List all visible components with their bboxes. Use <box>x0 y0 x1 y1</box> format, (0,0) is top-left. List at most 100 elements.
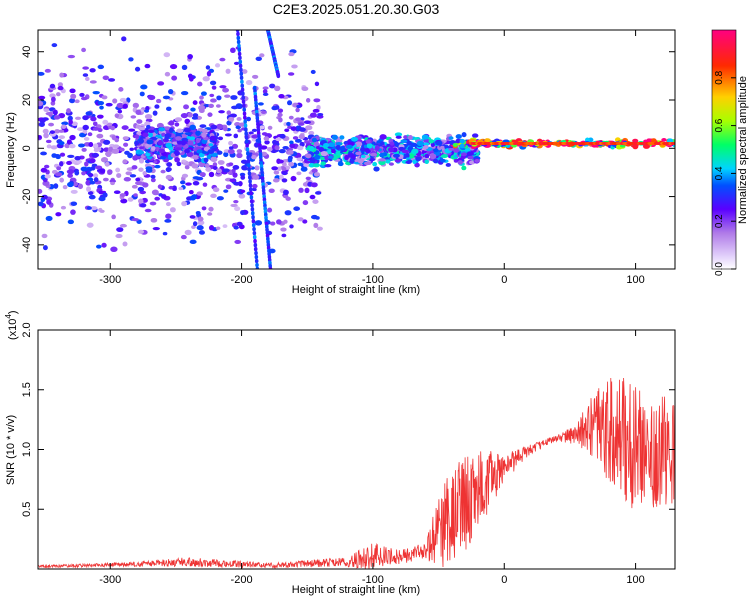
spectrogram-cell <box>210 152 218 158</box>
spectrogram-xtick-label: -100 <box>362 274 384 286</box>
spectrogram-streak-cell <box>247 175 252 180</box>
spectrogram-streak-cell <box>238 63 243 69</box>
spectrogram-streak-cell <box>240 79 244 84</box>
spectrogram-cell <box>351 154 356 160</box>
spectrogram-cell <box>161 194 167 199</box>
spectrogram-cell <box>260 110 267 115</box>
spectrogram-cell <box>394 158 401 163</box>
spectrogram-cell <box>264 140 270 145</box>
spectrogram-streak-cell <box>244 127 248 132</box>
spectrogram-cell <box>251 155 257 160</box>
spectrogram-cell <box>105 151 112 157</box>
spectrogram-cell <box>405 153 411 158</box>
spectrogram-cell <box>154 164 161 169</box>
spectrogram-cell <box>217 136 224 141</box>
spectrogram-cell <box>132 102 139 109</box>
spectrogram-cell <box>145 168 153 173</box>
snr-panel: -300 -200 -100 0 100 0.5 1.0 1.5 2.0 Height of s… <box>4 310 676 596</box>
spectrogram-cell <box>344 155 349 161</box>
spectrogram-heatmap <box>38 30 675 269</box>
spectrogram-cell <box>302 219 308 224</box>
spectrogram-cell <box>42 128 49 134</box>
spectrogram-cell <box>180 112 189 119</box>
spectrogram-cell <box>448 136 454 140</box>
spectrogram-cell <box>102 177 109 182</box>
snr-xtick-label: -300 <box>99 574 121 586</box>
spectrogram-streak-cell <box>249 191 253 196</box>
spectrogram-cell <box>43 132 49 139</box>
spectrogram-cell <box>407 134 413 140</box>
spectrogram-cell <box>62 185 68 190</box>
spectrogram-cell <box>411 148 419 154</box>
spectrogram-cell <box>140 84 148 90</box>
spectrogram-cell <box>171 75 178 81</box>
spectrogram-cell <box>146 124 151 129</box>
spectrogram-streak-cell <box>250 203 254 208</box>
spectrogram-cell <box>93 177 99 183</box>
spectrogram-cell <box>314 154 321 160</box>
spectrogram-cell <box>240 189 246 194</box>
spectrogram-cell <box>55 212 62 217</box>
spectrogram-cell <box>263 136 270 142</box>
spectrogram-cell <box>105 102 113 107</box>
spectrogram-cell <box>142 132 149 138</box>
spectrogram-cell <box>109 179 117 183</box>
spectrogram-cell <box>147 95 156 101</box>
spectrogram-cell <box>428 139 434 144</box>
spectrogram-cell <box>189 239 197 245</box>
spectrogram-streak-cell <box>250 211 255 216</box>
spectrogram-cell <box>212 165 218 171</box>
spectrogram-cell <box>142 171 147 176</box>
spectrogram-cell <box>433 158 439 164</box>
spectrogram-cell <box>406 140 412 146</box>
spectrogram-cell <box>282 145 289 150</box>
spectrogram-cell <box>54 172 63 177</box>
spectrogram-cell <box>395 135 402 139</box>
spectrogram-cell <box>287 100 293 106</box>
spectrogram-cell <box>277 112 283 118</box>
spectrogram-cell <box>228 146 234 150</box>
spectrogram-cell <box>96 114 104 119</box>
spectrogram-cell <box>147 129 155 134</box>
spectrogram-cell <box>117 109 123 114</box>
spectrogram-cell <box>304 187 310 194</box>
spectrogram-cell <box>360 154 366 159</box>
spectrogram-cell <box>246 116 252 122</box>
spectrogram-cell <box>131 184 138 189</box>
spectrogram-cell <box>324 154 330 161</box>
spectrogram-streak-cell <box>243 123 248 128</box>
spectrogram-cell <box>632 138 639 143</box>
spectrogram-cell <box>51 43 58 48</box>
spectrogram-cell <box>90 116 97 122</box>
colorbar: 0.0 0.2 0.4 0.6 0.8 Normalized spectral ampl… <box>711 29 749 276</box>
spectrogram-cell <box>79 92 85 97</box>
spectrogram-cell <box>142 182 149 188</box>
spectrogram-cell <box>45 215 53 222</box>
spectrogram-streak-cell <box>243 115 247 120</box>
spectrogram-cell <box>216 150 223 155</box>
snr-ytick-label: 1.0 <box>21 442 33 457</box>
spectrogram-cell <box>225 184 232 190</box>
spectrogram-cell <box>272 178 280 183</box>
spectrogram-cell <box>351 136 359 142</box>
spectrogram-cell <box>466 151 474 156</box>
spectrogram-cell <box>285 196 291 201</box>
spectrogram-cell <box>230 47 236 53</box>
colorbar-gradient <box>711 29 737 270</box>
spectrogram-cell <box>233 133 239 139</box>
spectrogram-cell <box>90 206 98 211</box>
spectrogram-cell <box>453 147 460 153</box>
snr-xtick-label: -100 <box>362 574 384 586</box>
spectrogram-cell <box>54 129 61 134</box>
spectrogram-cell <box>448 147 455 151</box>
spectrogram-ylabel: Frequency (Hz) <box>5 112 17 188</box>
spectrogram-cell <box>198 230 205 235</box>
spectrogram-cell <box>423 145 429 150</box>
spectrogram-cell <box>150 177 156 183</box>
spectrogram-cell <box>104 161 110 167</box>
spectrogram-cell <box>56 92 61 97</box>
spectrogram-cell <box>138 167 144 172</box>
spectrogram-cell <box>53 183 59 189</box>
spectrogram-cell <box>158 127 166 132</box>
spectrogram-cell <box>210 98 217 103</box>
